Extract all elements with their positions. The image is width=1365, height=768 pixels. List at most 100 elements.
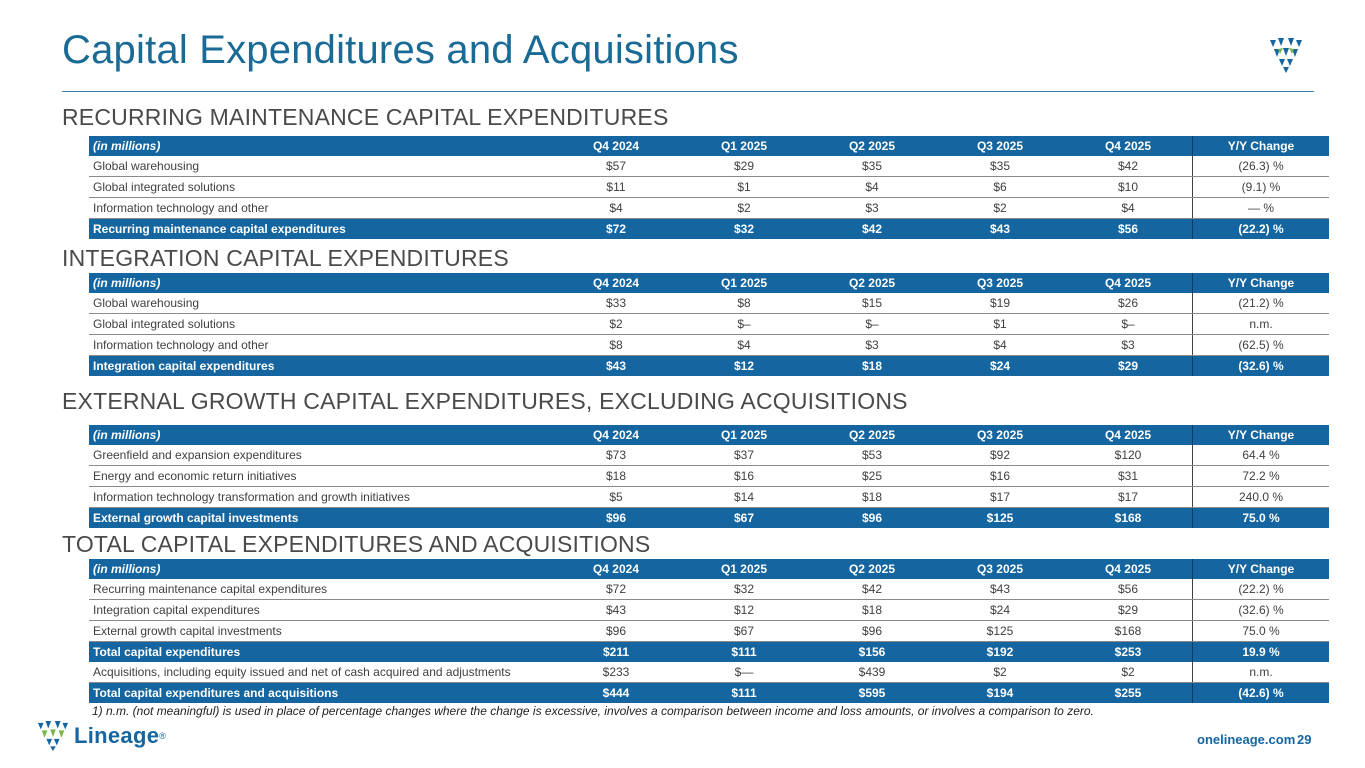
- cell-value: $96: [552, 620, 680, 642]
- cell-value: $2: [1064, 662, 1193, 683]
- cell-value: $18: [808, 486, 936, 508]
- cell-value: $12: [680, 355, 808, 376]
- external-growth-capex-table: (in millions) Q4 2024 Q1 2025 Q2 2025 Q3…: [89, 425, 1329, 528]
- cell-value: $16: [936, 465, 1064, 487]
- cell-value: $67: [680, 620, 808, 642]
- table-row: Global warehousing $33 $8 $15 $19 $26 (2…: [89, 293, 1329, 314]
- row-label: Greenfield and expansion expenditures: [89, 445, 552, 466]
- table-row: Recurring maintenance capital expenditur…: [89, 579, 1329, 600]
- cell-value: $2: [936, 662, 1064, 683]
- website-link[interactable]: onelineage.com: [1197, 732, 1296, 747]
- lineage-shield-icon: [1270, 38, 1302, 73]
- cell-value: $43: [936, 218, 1064, 239]
- header-cell: Q1 2025: [680, 425, 808, 445]
- header-cell: Q3 2025: [936, 136, 1064, 156]
- cell-change: (32.6) %: [1192, 599, 1329, 621]
- header-cell: Y/Y Change: [1192, 425, 1329, 445]
- cell-value: $33: [552, 293, 680, 314]
- cell-change: (32.6) %: [1192, 355, 1329, 376]
- header-cell: Q2 2025: [808, 559, 936, 579]
- cell-change: (22.2) %: [1192, 579, 1329, 600]
- cell-value: $42: [808, 579, 936, 600]
- table-row: Greenfield and expansion expenditures $7…: [89, 445, 1329, 466]
- cell-value: $42: [1064, 156, 1193, 177]
- total-row: Recurring maintenance capital expenditur…: [89, 218, 1329, 239]
- header-cell: Q2 2025: [808, 425, 936, 445]
- header-cell: Q4 2025: [1064, 559, 1193, 579]
- cell-value: $253: [1064, 641, 1193, 662]
- cell-change: (62.5) %: [1192, 334, 1329, 356]
- section-heading-total: TOTAL CAPITAL EXPENDITURES AND ACQUISITI…: [62, 531, 651, 557]
- cell-value: $53: [808, 445, 936, 466]
- table-header-row: (in millions) Q4 2024 Q1 2025 Q2 2025 Q3…: [89, 136, 1329, 156]
- cell-value: $17: [936, 486, 1064, 508]
- cell-value: $37: [680, 445, 808, 466]
- row-label: Global integrated solutions: [89, 176, 552, 198]
- cell-value: $96: [808, 620, 936, 642]
- cell-value: $2: [680, 197, 808, 219]
- title-divider: [62, 91, 1314, 92]
- cell-value: $168: [1064, 507, 1193, 528]
- section-heading-integration: INTEGRATION CAPITAL EXPENDITURES: [62, 245, 509, 271]
- cell-value: $125: [936, 620, 1064, 642]
- row-label: Recurring maintenance capital expenditur…: [89, 579, 552, 600]
- cell-change: n.m.: [1192, 313, 1329, 335]
- cell-value: $1: [936, 313, 1064, 335]
- header-cell: Q3 2025: [936, 559, 1064, 579]
- cell-value: $96: [552, 507, 680, 528]
- cell-change: (42.6) %: [1192, 682, 1329, 703]
- cell-value: $439: [808, 662, 936, 683]
- page-title: Capital Expenditures and Acquisitions: [62, 28, 739, 72]
- cell-value: $43: [552, 355, 680, 376]
- cell-value: $444: [552, 682, 680, 703]
- cell-value: $—: [680, 662, 808, 683]
- cell-value: $43: [552, 599, 680, 621]
- total-row: Total capital expenditures and acquisiti…: [89, 682, 1329, 703]
- table-row: Global warehousing $57 $29 $35 $35 $42 (…: [89, 156, 1329, 177]
- cell-value: $42: [808, 218, 936, 239]
- row-label: Energy and economic return initiatives: [89, 465, 552, 487]
- total-capex-acquisitions-table: (in millions) Q4 2024 Q1 2025 Q2 2025 Q3…: [89, 559, 1329, 703]
- cell-value: $–: [808, 313, 936, 335]
- cell-value: $168: [1064, 620, 1193, 642]
- table-row: External growth capital investments $96 …: [89, 620, 1329, 642]
- row-label: Global warehousing: [89, 156, 552, 177]
- cell-value: $29: [680, 156, 808, 177]
- cell-value: $111: [680, 682, 808, 703]
- header-cell: Q3 2025: [936, 273, 1064, 293]
- cell-value: $29: [1064, 355, 1193, 376]
- cell-value: $4: [936, 334, 1064, 356]
- cell-value: $24: [936, 355, 1064, 376]
- total-row: Integration capital expenditures $43 $12…: [89, 355, 1329, 376]
- cell-value: $72: [552, 579, 680, 600]
- cell-value: $125: [936, 507, 1064, 528]
- cell-value: $24: [936, 599, 1064, 621]
- table-row: Energy and economic return initiatives $…: [89, 465, 1329, 487]
- footnote: 1) n.m. (not meaningful) is used in plac…: [92, 704, 1094, 718]
- table-header-row: (in millions) Q4 2024 Q1 2025 Q2 2025 Q3…: [89, 559, 1329, 579]
- cell-value: $25: [808, 465, 936, 487]
- header-cell: Q4 2024: [552, 136, 680, 156]
- header-cell: (in millions): [89, 273, 552, 293]
- row-label: External growth capital investments: [89, 507, 552, 528]
- cell-value: $16: [680, 465, 808, 487]
- recurring-capex-table: (in millions) Q4 2024 Q1 2025 Q2 2025 Q3…: [89, 136, 1329, 239]
- row-label: Integration capital expenditures: [89, 599, 552, 621]
- cell-change: (21.2) %: [1192, 293, 1329, 314]
- row-label: Integration capital expenditures: [89, 355, 552, 376]
- cell-value: $5: [552, 486, 680, 508]
- row-label: Total capital expenditures and acquisiti…: [89, 682, 552, 703]
- cell-change: 72.2 %: [1192, 465, 1329, 487]
- subtotal-row: Total capital expenditures $211 $111 $15…: [89, 641, 1329, 662]
- row-label: Global warehousing: [89, 293, 552, 314]
- header-cell: Q4 2024: [552, 425, 680, 445]
- cell-value: $29: [1064, 599, 1193, 621]
- cell-value: $4: [1064, 197, 1193, 219]
- cell-value: $211: [552, 641, 680, 662]
- table-header-row: (in millions) Q4 2024 Q1 2025 Q2 2025 Q3…: [89, 425, 1329, 445]
- table-row: Global integrated solutions $11 $1 $4 $6…: [89, 176, 1329, 198]
- cell-value: $43: [936, 579, 1064, 600]
- cell-change: n.m.: [1192, 662, 1329, 683]
- row-label: Information technology transformation an…: [89, 486, 552, 508]
- total-row: External growth capital investments $96 …: [89, 507, 1329, 528]
